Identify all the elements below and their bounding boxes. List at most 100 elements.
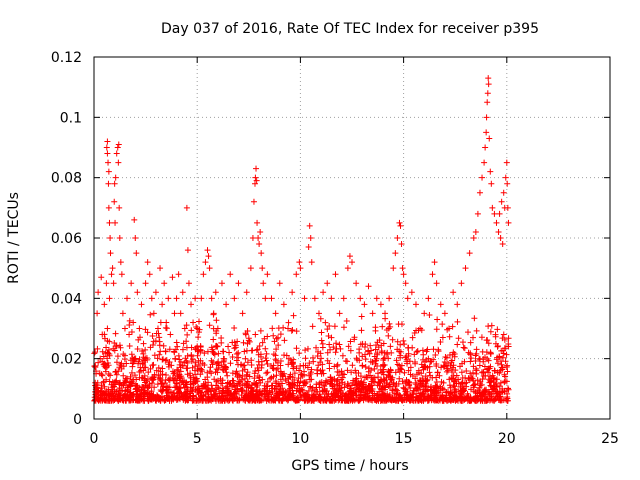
band-point bbox=[215, 364, 222, 371]
band-point bbox=[195, 329, 202, 336]
band-point bbox=[126, 342, 133, 349]
band-point bbox=[130, 396, 137, 403]
band-point bbox=[116, 381, 123, 388]
data-point bbox=[417, 325, 424, 332]
band-point bbox=[247, 395, 254, 402]
data-point bbox=[311, 295, 318, 302]
band-point bbox=[120, 363, 127, 370]
band-point bbox=[128, 369, 135, 376]
band-point bbox=[184, 381, 191, 388]
data-point bbox=[133, 250, 140, 257]
data-point bbox=[173, 295, 180, 302]
band-point bbox=[156, 342, 163, 349]
band-point bbox=[468, 397, 475, 404]
band-point bbox=[478, 396, 485, 403]
band-point bbox=[468, 374, 475, 381]
data-point bbox=[218, 280, 225, 287]
band-point bbox=[373, 396, 380, 403]
data-point bbox=[206, 265, 213, 272]
band-point bbox=[326, 322, 333, 329]
band-point bbox=[331, 323, 338, 330]
data-point bbox=[109, 265, 116, 272]
band-point bbox=[353, 375, 360, 382]
band-point bbox=[244, 359, 251, 366]
band-point bbox=[212, 369, 219, 376]
band-point bbox=[150, 374, 157, 381]
band-point bbox=[432, 397, 439, 404]
band-point bbox=[251, 375, 258, 382]
band-point bbox=[239, 382, 246, 389]
band-point bbox=[201, 383, 208, 390]
band-point bbox=[362, 364, 369, 371]
band-point bbox=[168, 388, 175, 395]
y-tick-label: 0.08 bbox=[51, 171, 82, 187]
data-point bbox=[308, 259, 315, 266]
band-point bbox=[131, 372, 138, 379]
band-point bbox=[151, 374, 158, 381]
band-point bbox=[221, 363, 228, 370]
band-point bbox=[210, 393, 217, 400]
band-point bbox=[341, 396, 348, 403]
data-point bbox=[397, 222, 404, 229]
band-point bbox=[405, 367, 412, 374]
band-point bbox=[167, 375, 174, 382]
band-point bbox=[133, 385, 140, 392]
band-point bbox=[92, 364, 99, 371]
data-point bbox=[111, 198, 118, 205]
band-point bbox=[166, 384, 173, 391]
band-point bbox=[497, 358, 504, 365]
band-point bbox=[375, 344, 382, 351]
band-point bbox=[410, 387, 417, 394]
band-point bbox=[394, 338, 401, 345]
band-point bbox=[363, 386, 370, 393]
data-point bbox=[107, 250, 114, 257]
band-point bbox=[368, 347, 375, 354]
band-point bbox=[328, 390, 335, 397]
band-point bbox=[455, 376, 462, 383]
data-point bbox=[466, 250, 473, 257]
band-point bbox=[453, 380, 460, 387]
band-point bbox=[269, 325, 276, 332]
band-point bbox=[367, 342, 374, 349]
band-point bbox=[231, 345, 238, 352]
band-point bbox=[304, 364, 311, 371]
band-point bbox=[357, 341, 364, 348]
band-point bbox=[374, 362, 381, 369]
band-point bbox=[198, 396, 205, 403]
band-point bbox=[332, 391, 339, 398]
band-point bbox=[334, 368, 341, 375]
band-point bbox=[291, 370, 298, 377]
band-point bbox=[430, 346, 437, 353]
band-point bbox=[175, 352, 182, 359]
data-point bbox=[118, 271, 125, 278]
band-point bbox=[427, 384, 434, 391]
band-point bbox=[184, 386, 191, 393]
band-point bbox=[241, 366, 248, 373]
band-point bbox=[208, 357, 215, 364]
band-point bbox=[387, 383, 394, 390]
data-point bbox=[212, 289, 219, 296]
data-point bbox=[258, 250, 265, 257]
x-tick-label: 20 bbox=[498, 431, 516, 447]
band-point bbox=[103, 344, 110, 351]
band-point bbox=[219, 392, 226, 399]
band-point bbox=[242, 331, 249, 338]
data-point bbox=[124, 295, 131, 302]
band-point bbox=[494, 326, 501, 333]
band-point bbox=[289, 360, 296, 367]
band-point bbox=[413, 371, 420, 378]
data-point bbox=[431, 259, 438, 266]
band-point bbox=[270, 373, 277, 380]
data-point bbox=[231, 295, 238, 302]
band-point bbox=[351, 397, 358, 404]
band-point bbox=[137, 391, 144, 398]
band-point bbox=[171, 393, 178, 400]
band-point bbox=[343, 317, 350, 324]
band-point bbox=[112, 368, 119, 375]
data-point bbox=[400, 271, 407, 278]
data-point bbox=[489, 204, 496, 211]
band-point bbox=[197, 371, 204, 378]
band-point bbox=[273, 380, 280, 387]
band-point bbox=[443, 389, 450, 396]
band-point bbox=[273, 372, 280, 379]
